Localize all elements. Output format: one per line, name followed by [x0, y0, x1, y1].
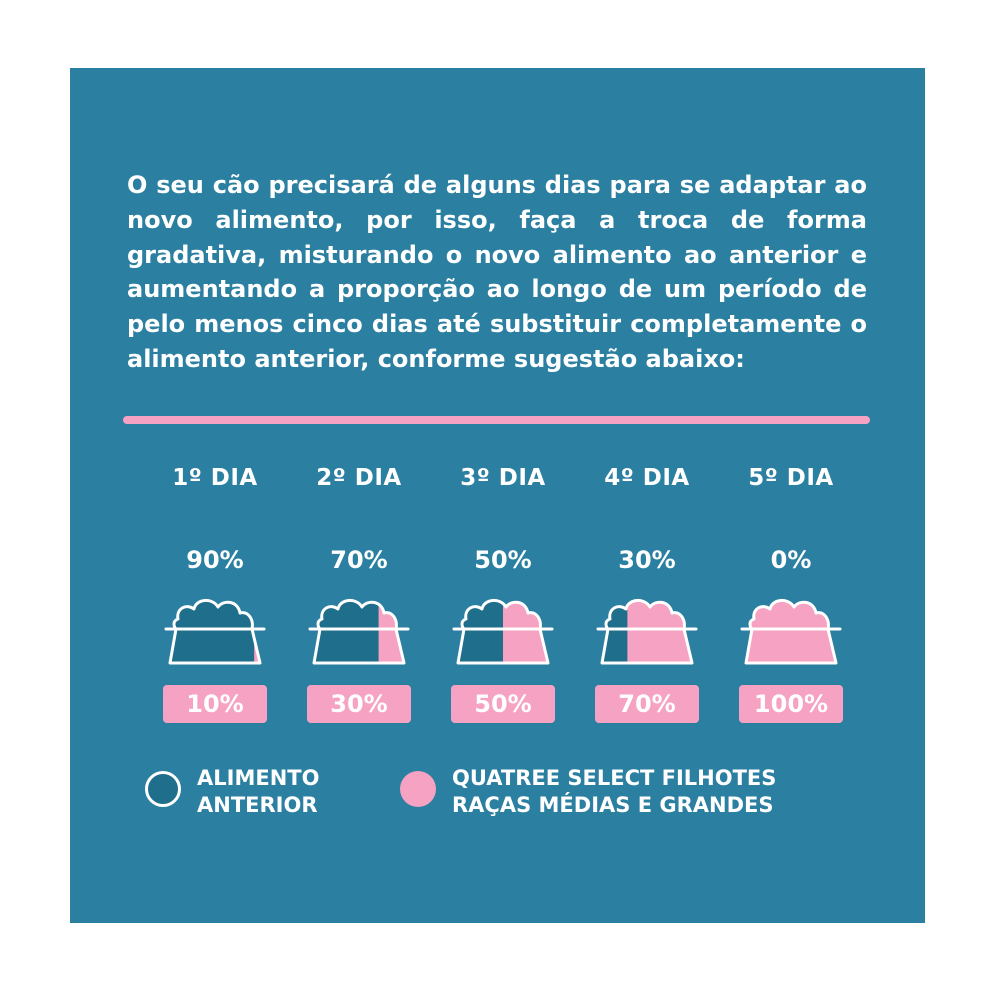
day-column-4: 4º DIA 30% 70%: [582, 68, 712, 868]
legend-new-label: QUATREE SELECT FILHOTES RAÇAS MÉDIAS E G…: [452, 765, 776, 819]
bowl-outline: [744, 599, 838, 665]
day-label: 2º DIA: [316, 465, 402, 491]
new-food-percent-badge: 50%: [451, 685, 555, 723]
day-label: 5º DIA: [748, 465, 834, 491]
bowl-outline: [600, 599, 694, 665]
previous-food-legend-icon: [145, 771, 181, 807]
bowl-outline: [456, 599, 550, 665]
new-food-percent-badge: 30%: [307, 685, 411, 723]
new-food-percent-badge: 70%: [595, 685, 699, 723]
info-panel: O seu cão precisará de alguns dias para …: [70, 68, 925, 923]
day-column-2: 2º DIA 70% 30%: [294, 68, 424, 868]
intro-text: O seu cão precisará de alguns dias para …: [127, 171, 867, 373]
new-food-percent-badge: 100%: [739, 685, 843, 723]
previous-food-percent: 90%: [186, 546, 244, 574]
legend-new-line-1: QUATREE SELECT FILHOTES: [452, 766, 777, 790]
food-bowl-icon: [164, 599, 266, 665]
new-food-fill: [503, 600, 548, 664]
day-column-3: 3º DIA 50% 50%: [438, 68, 568, 868]
food-bowl-icon: [308, 599, 410, 665]
previous-food-fill: [736, 595, 742, 667]
day-label: 3º DIA: [460, 465, 546, 491]
food-bowl-icon: [596, 599, 698, 665]
bowl-outline: [312, 599, 406, 665]
legend-previous-label: ALIMENTO ANTERIOR: [197, 765, 319, 819]
legend-previous-food: ALIMENTO ANTERIOR: [145, 765, 375, 821]
legend-new-line-2: RAÇAS MÉDIAS E GRANDES: [452, 793, 774, 817]
new-food-fill: [254, 600, 260, 664]
legend-new-food: QUATREE SELECT FILHOTES RAÇAS MÉDIAS E G…: [400, 765, 820, 821]
previous-food-percent: 70%: [330, 546, 388, 574]
previous-food-percent: 50%: [474, 546, 532, 574]
bowl-outline: [168, 599, 262, 665]
day-label: 1º DIA: [172, 465, 258, 491]
day-column-5: 5º DIA 0% 100%: [726, 68, 856, 868]
new-food-legend-icon: [400, 771, 436, 807]
day-column-1: 1º DIA 90% 10%: [150, 68, 280, 868]
previous-food-percent: 0%: [770, 546, 812, 574]
food-bowl-icon: [736, 595, 842, 667]
day-label: 4º DIA: [604, 465, 690, 491]
legend-previous-line-1: ALIMENTO: [197, 766, 320, 790]
previous-food-percent: 30%: [618, 546, 676, 574]
new-food-percent-badge: 10%: [163, 685, 267, 723]
legend-previous-line-2: ANTERIOR: [197, 793, 318, 817]
food-bowl-icon: [452, 599, 554, 665]
divider: [123, 416, 870, 424]
